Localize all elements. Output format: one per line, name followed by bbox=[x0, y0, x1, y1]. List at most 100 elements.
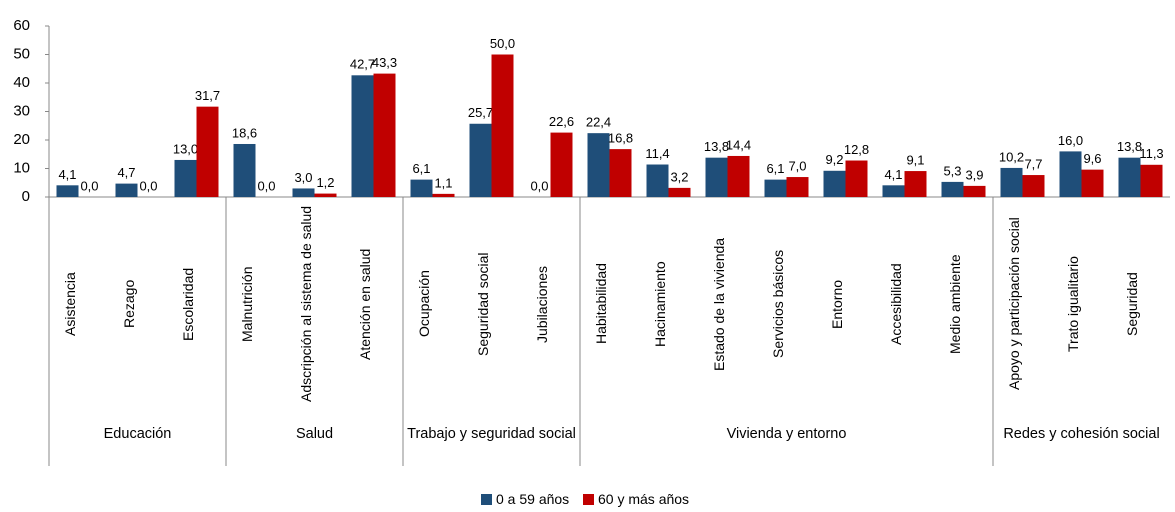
x-tick-label: Habitabilidad bbox=[592, 263, 609, 345]
x-tick-label: Medio ambiente bbox=[946, 254, 963, 354]
value-label: 6,1 bbox=[412, 161, 430, 176]
value-label: 0,0 bbox=[80, 178, 98, 193]
bar bbox=[314, 193, 337, 197]
group-label: Trabajo y seguridad social bbox=[407, 426, 576, 442]
value-label: 43,3 bbox=[372, 55, 397, 70]
bar bbox=[115, 183, 138, 197]
value-label: 3,9 bbox=[965, 167, 983, 182]
bar bbox=[1000, 167, 1023, 197]
x-tick-label: Asistencia bbox=[61, 272, 78, 336]
value-label: 4,1 bbox=[884, 167, 902, 182]
value-label: 18,6 bbox=[232, 125, 257, 140]
value-label: 7,0 bbox=[788, 158, 806, 173]
bar bbox=[786, 177, 809, 197]
x-tick-label: Atención en salud bbox=[356, 248, 373, 360]
y-tick-label: 30 bbox=[13, 102, 30, 119]
value-label: 13,8 bbox=[1117, 139, 1142, 154]
value-label: 16,0 bbox=[1058, 133, 1083, 148]
y-tick-label: 20 bbox=[13, 131, 30, 148]
bar bbox=[174, 159, 197, 197]
bar bbox=[764, 179, 787, 197]
bar bbox=[56, 185, 79, 197]
value-label: 13,8 bbox=[704, 139, 729, 154]
bar bbox=[410, 179, 433, 197]
value-label: 1,2 bbox=[316, 175, 334, 190]
legend-swatch bbox=[583, 493, 594, 505]
value-label: 3,2 bbox=[670, 169, 688, 184]
y-tick-label: 0 bbox=[22, 188, 30, 205]
bar bbox=[351, 75, 374, 197]
bar bbox=[233, 143, 256, 197]
legend-item: 60 y más años bbox=[583, 491, 689, 507]
x-tick-label: Seguridad bbox=[1123, 272, 1140, 336]
x-tick-label: Trato igualitario bbox=[1064, 256, 1081, 352]
bar bbox=[882, 185, 905, 197]
value-label: 4,7 bbox=[117, 165, 135, 180]
value-label: 0,0 bbox=[530, 178, 548, 193]
x-tick-label: Hacinamiento bbox=[651, 261, 668, 347]
x-tick-label: Malnutrición bbox=[238, 266, 255, 342]
bar bbox=[845, 160, 868, 197]
bar bbox=[373, 73, 396, 197]
group-label: Salud bbox=[295, 426, 334, 442]
value-label: 42,7 bbox=[350, 57, 375, 72]
x-tick-label: Seguridad social bbox=[474, 252, 491, 356]
bar bbox=[469, 123, 492, 197]
legend-label: 60 y más años bbox=[598, 491, 690, 507]
value-label: 0,0 bbox=[139, 178, 157, 193]
bar bbox=[668, 187, 691, 197]
y-tick-label: 50 bbox=[13, 45, 30, 62]
value-label: 22,6 bbox=[549, 114, 574, 129]
legend-label: 0 a 59 años bbox=[496, 491, 570, 507]
bar bbox=[1022, 175, 1045, 197]
x-tick-label: Estado de la vivienda bbox=[710, 237, 727, 371]
bar bbox=[646, 164, 669, 197]
bar bbox=[587, 133, 610, 197]
value-label: 14,4 bbox=[726, 137, 751, 152]
value-label: 9,1 bbox=[906, 153, 924, 168]
bar bbox=[1081, 169, 1104, 197]
value-label: 10,2 bbox=[999, 149, 1024, 164]
bar bbox=[963, 185, 986, 197]
value-label: 1,1 bbox=[434, 175, 452, 190]
bar bbox=[823, 170, 846, 197]
bar bbox=[1118, 157, 1141, 197]
bar bbox=[609, 149, 632, 197]
y-tick-label: 10 bbox=[13, 159, 30, 176]
value-label: 22,4 bbox=[586, 115, 611, 130]
bar bbox=[941, 181, 964, 197]
value-label: 0,0 bbox=[257, 178, 275, 193]
value-label: 5,3 bbox=[943, 163, 961, 178]
value-label: 9,6 bbox=[1083, 151, 1101, 166]
value-label: 6,1 bbox=[766, 161, 784, 176]
value-label: 11,4 bbox=[645, 146, 669, 161]
value-label: 7,7 bbox=[1024, 156, 1042, 171]
value-label: 16,8 bbox=[608, 131, 633, 146]
value-label: 31,7 bbox=[195, 88, 220, 103]
bar bbox=[1140, 164, 1163, 197]
group-label: Redes y cohesión social bbox=[1003, 426, 1160, 442]
bar bbox=[1059, 151, 1082, 197]
value-label: 3,0 bbox=[294, 170, 312, 185]
value-label: 9,2 bbox=[825, 152, 843, 167]
x-tick-label: Ocupación bbox=[415, 270, 432, 338]
x-tick-label: Escolaridad bbox=[179, 267, 196, 341]
x-tick-label: Adscripción al sistema de salud bbox=[297, 205, 314, 403]
y-tick-label: 40 bbox=[13, 74, 30, 91]
value-label: 11,3 bbox=[1139, 146, 1163, 161]
bar bbox=[432, 193, 455, 197]
legend-item: 0 a 59 años bbox=[481, 491, 569, 507]
value-label: 50,0 bbox=[490, 36, 515, 51]
x-tick-label: Servicios básicos bbox=[769, 249, 786, 359]
bar bbox=[904, 171, 927, 197]
value-label: 12,8 bbox=[844, 142, 869, 157]
bar bbox=[196, 106, 219, 197]
x-tick-label: Jubilaciones bbox=[533, 265, 550, 343]
x-tick-label: Apoyo y participación social bbox=[1005, 217, 1022, 391]
group-label: Vivienda y entorno bbox=[726, 426, 847, 442]
bar bbox=[727, 155, 750, 197]
y-tick-label: 60 bbox=[13, 17, 30, 34]
bar bbox=[705, 157, 728, 197]
